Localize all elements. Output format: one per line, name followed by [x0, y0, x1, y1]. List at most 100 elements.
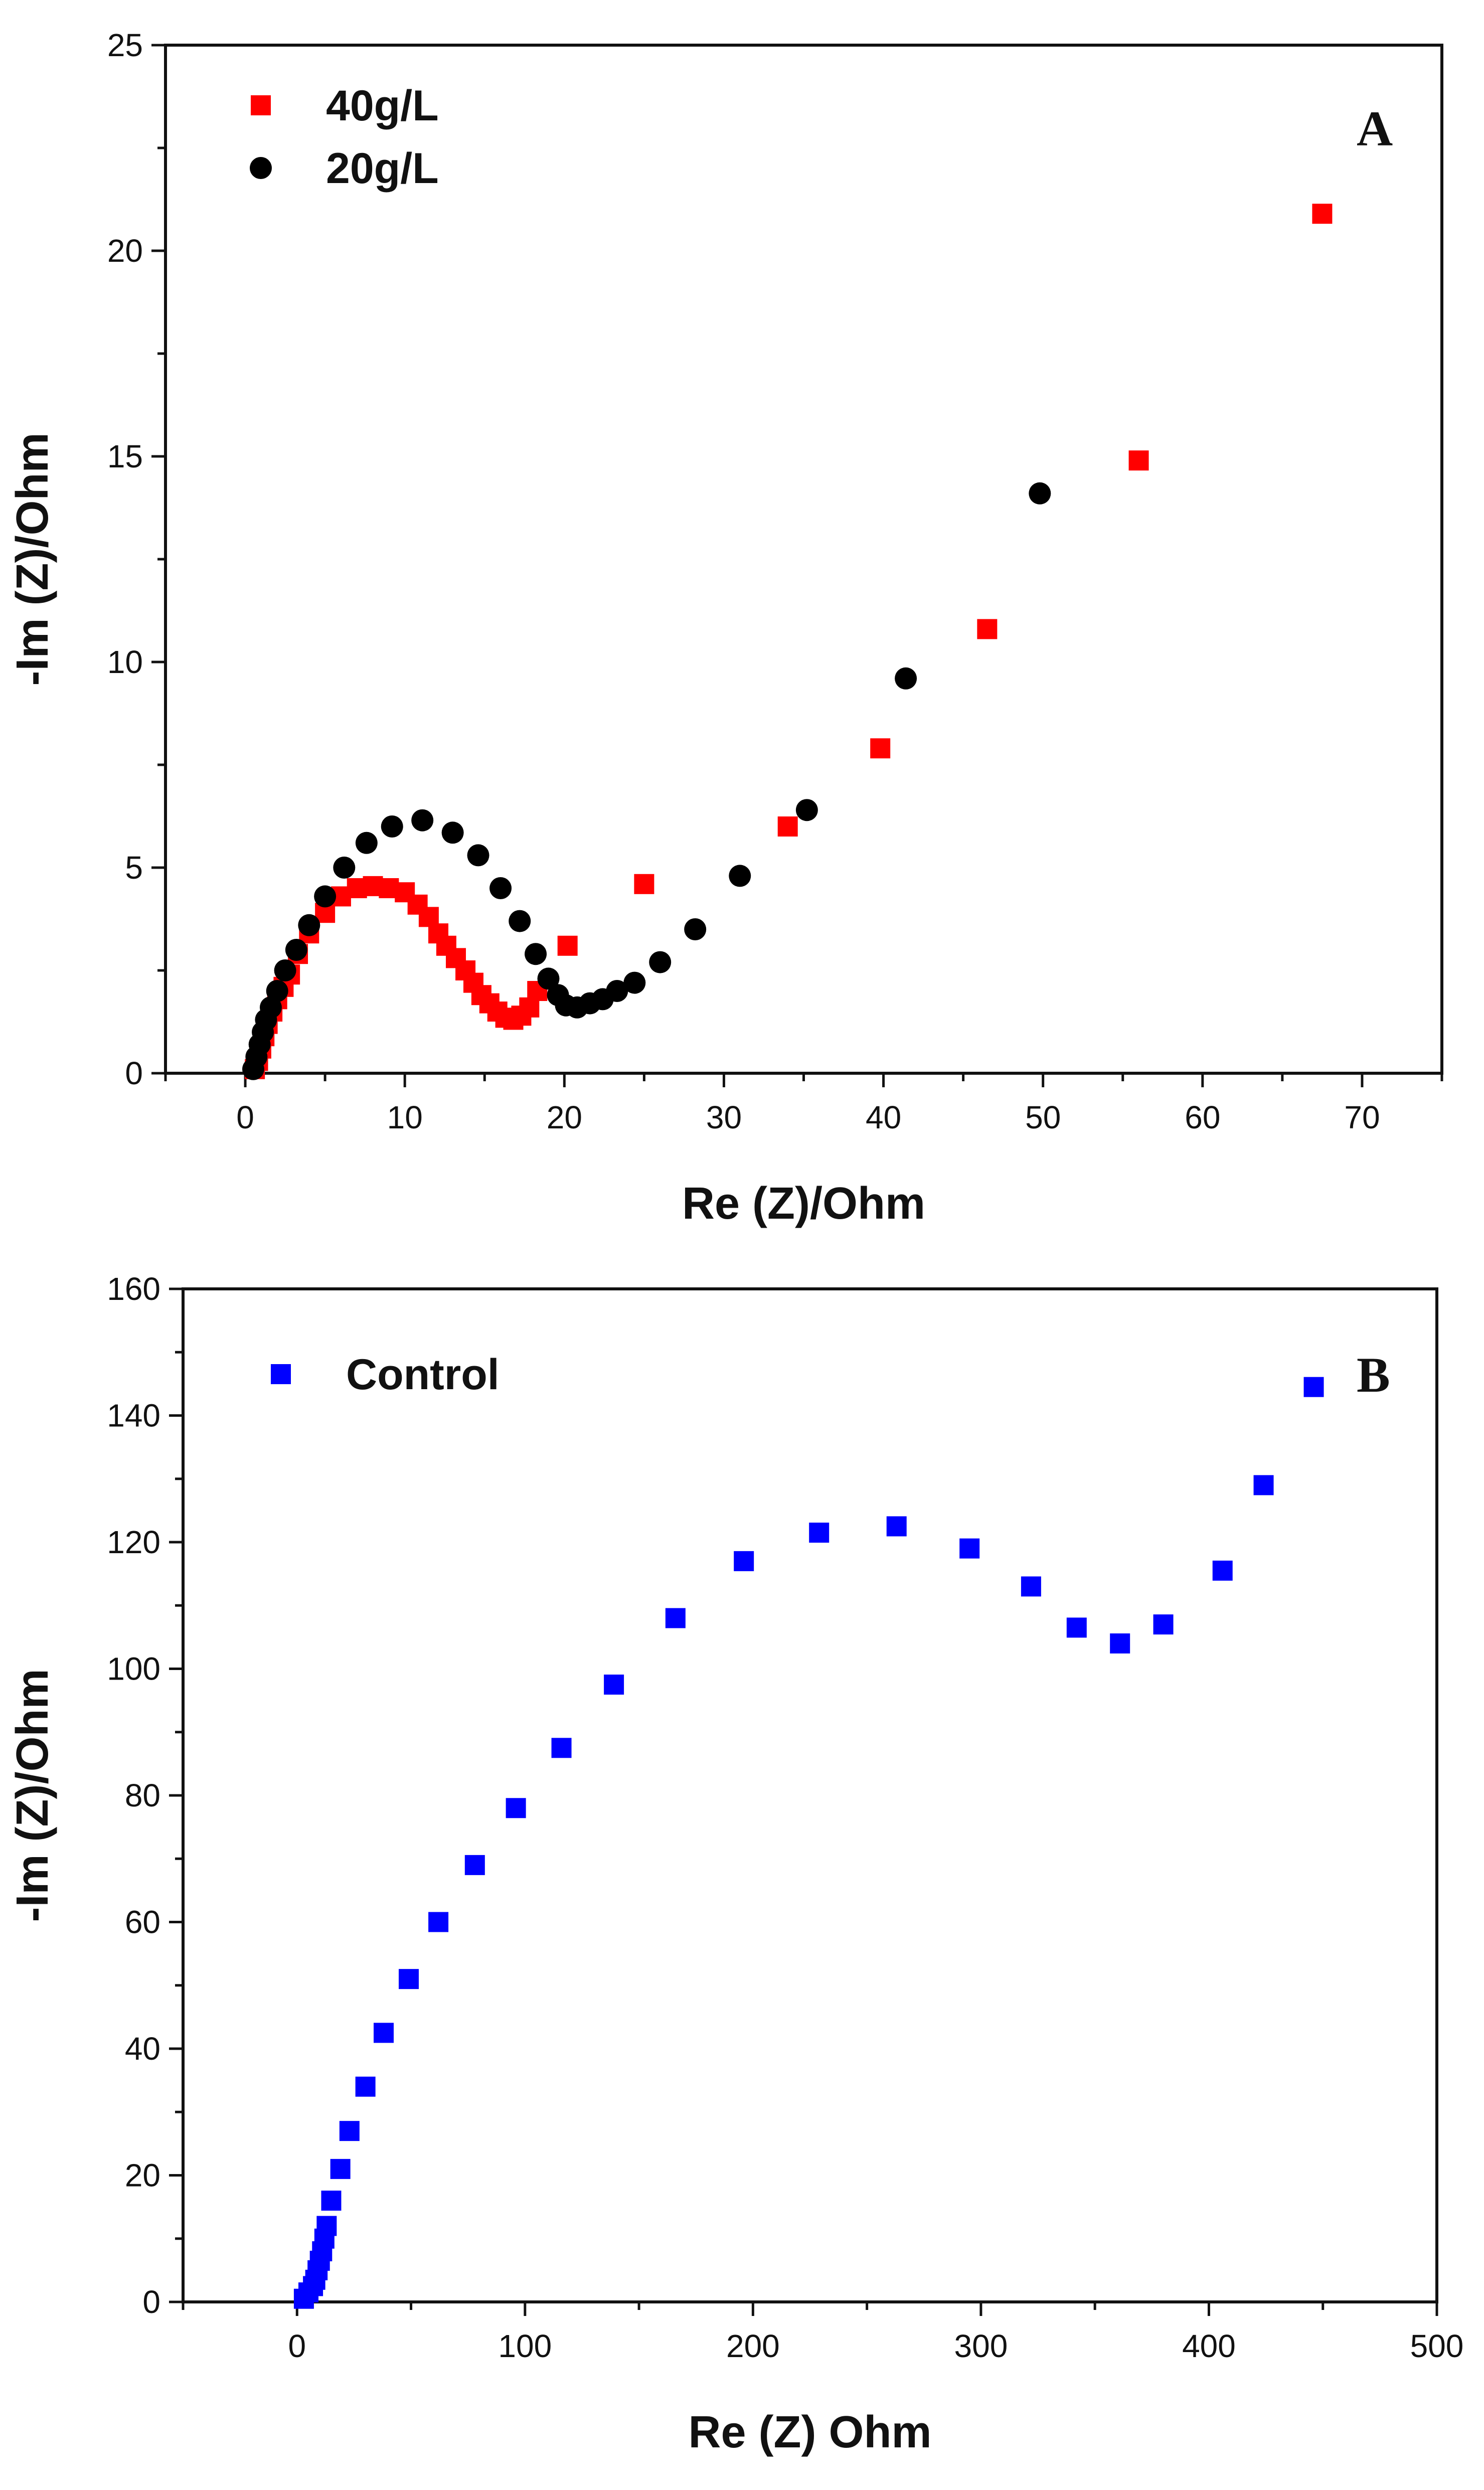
x-tick-label: 400	[1182, 2328, 1236, 2364]
data-point	[411, 809, 434, 832]
y-tick-label: 160	[107, 1271, 160, 1307]
y-tick-label: 15	[107, 438, 143, 474]
y-tick-label: 10	[107, 644, 143, 680]
data-point	[895, 667, 917, 690]
x-tick-label: 40	[866, 1099, 901, 1135]
data-point	[606, 980, 628, 1002]
data-point	[506, 1798, 526, 1818]
legend-marker	[250, 157, 272, 179]
y-tick-label: 140	[107, 1398, 160, 1434]
data-point	[1303, 1377, 1324, 1397]
data-point	[557, 935, 578, 956]
y-tick-label: 20	[107, 233, 143, 269]
panel-letter: B	[1357, 1347, 1390, 1403]
data-point	[886, 1516, 907, 1537]
data-point	[298, 914, 320, 936]
x-tick-label: 100	[498, 2328, 552, 2364]
legend-label: Control	[346, 1351, 500, 1399]
x-tick-label: 500	[1410, 2328, 1464, 2364]
data-point	[604, 1675, 624, 1695]
x-tick-label: 0	[288, 2328, 306, 2364]
data-point	[441, 821, 464, 844]
data-point	[795, 799, 818, 821]
data-point	[809, 1523, 830, 1543]
data-point	[316, 2216, 337, 2236]
x-tick-label: 60	[1185, 1099, 1220, 1135]
y-tick-label: 80	[125, 1777, 160, 1813]
legend-marker	[251, 95, 271, 115]
y-axis-title: -Im (Z)/Ohm	[8, 1669, 58, 1922]
x-axis-title: Re (Z) Ohm	[689, 2407, 932, 2457]
data-point	[1312, 204, 1333, 224]
data-point	[1153, 1614, 1174, 1635]
series-20g/L	[242, 482, 1051, 1080]
data-point	[777, 816, 798, 837]
x-tick-label: 70	[1344, 1099, 1380, 1135]
data-point	[665, 1608, 686, 1628]
data-point	[509, 910, 531, 932]
data-point	[266, 980, 288, 1002]
legend-marker	[271, 1364, 291, 1384]
data-point	[734, 1551, 754, 1571]
x-tick-label: 50	[1025, 1099, 1061, 1135]
x-tick-label: 10	[387, 1099, 423, 1135]
data-point	[274, 959, 296, 981]
data-point	[1253, 1475, 1274, 1496]
y-tick-label: 5	[125, 850, 143, 886]
y-tick-label: 100	[107, 1651, 160, 1687]
data-point	[285, 939, 307, 961]
data-point	[959, 1538, 980, 1559]
data-point	[428, 1912, 449, 1932]
x-tick-label: 0	[236, 1099, 254, 1135]
data-point	[1128, 450, 1149, 471]
y-axis-title: -Im (Z)/Ohm	[8, 433, 58, 686]
data-point	[464, 1855, 485, 1875]
data-point	[977, 619, 998, 639]
data-point	[333, 857, 356, 879]
y-tick-label: 60	[125, 1904, 160, 1940]
data-point	[1066, 1617, 1087, 1638]
data-point	[314, 885, 337, 908]
data-point	[374, 2023, 394, 2043]
data-point	[330, 2159, 351, 2179]
data-point	[684, 918, 707, 940]
y-tick-label: 40	[125, 2031, 160, 2067]
data-point	[1212, 1560, 1233, 1581]
data-point	[649, 951, 672, 973]
x-tick-label: 20	[547, 1099, 582, 1135]
x-tick-label: 300	[954, 2328, 1008, 2364]
data-point	[729, 865, 751, 887]
y-tick-label: 25	[107, 27, 143, 63]
data-point	[623, 971, 646, 994]
data-point	[355, 832, 378, 854]
y-tick-label: 20	[125, 2157, 160, 2194]
data-point	[634, 874, 654, 894]
data-point	[399, 1969, 419, 1989]
x-tick-label: 30	[706, 1099, 742, 1135]
data-point	[489, 877, 512, 899]
data-point	[355, 2076, 376, 2097]
data-point	[381, 815, 403, 838]
series-Control	[293, 1377, 1324, 2309]
data-point	[1021, 1576, 1041, 1597]
x-tick-label: 200	[726, 2328, 780, 2364]
data-point	[339, 2121, 360, 2141]
panel-letter: A	[1357, 101, 1393, 156]
panel-b: 0 100 200 300 400 500 0 20 40 60 80 100 120 140 160 Re …	[8, 1271, 1463, 2457]
legend-label: 40g/L	[326, 82, 439, 130]
data-point	[1029, 482, 1051, 505]
data-point	[1110, 1633, 1130, 1653]
y-tick-label: 120	[107, 1524, 160, 1560]
y-tick-label: 0	[125, 1055, 143, 1091]
data-point	[321, 2191, 342, 2211]
panel-a: 0 10 20 30 40 50 60 70 0 5 10 15 20 25 Re (Z)/Ohm -Im (…	[8, 27, 1443, 1229]
data-point	[537, 967, 560, 990]
x-axis-title: Re (Z)/Ohm	[682, 1179, 925, 1229]
legend-label: 20g/L	[326, 144, 439, 193]
y-tick-label: 0	[142, 2284, 160, 2320]
data-point	[525, 943, 547, 965]
data-point	[870, 738, 891, 759]
data-point	[467, 844, 489, 867]
